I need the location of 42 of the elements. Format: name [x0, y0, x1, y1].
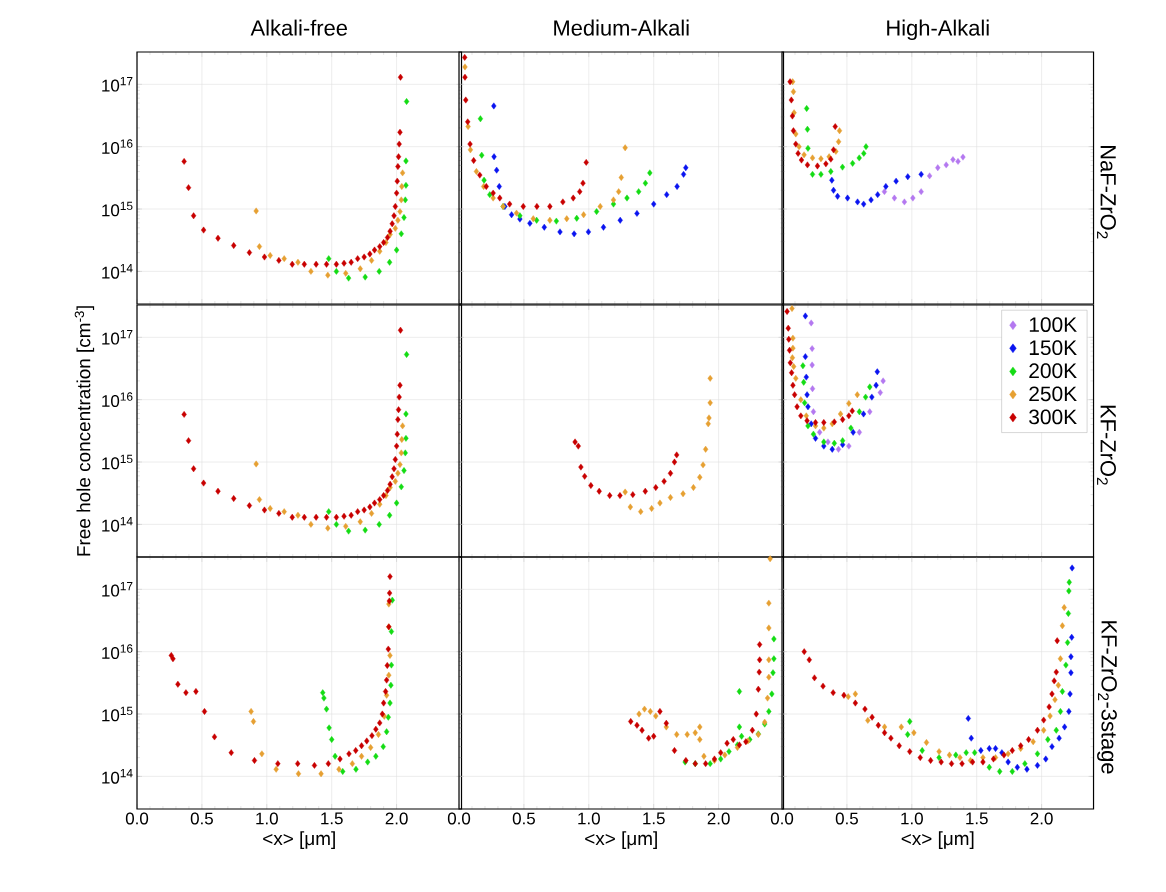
y-tick-label: 10$^{17}$: [102, 77, 133, 92]
y-axis-title: Free hole concentration [cm$^{-3}$]: [74, 306, 95, 556]
x-tick-label: 0.0: [447, 812, 471, 825]
x-tick-label: 1.0: [578, 812, 600, 825]
y-tick-label: 10$^{16}$: [102, 392, 133, 408]
chart-title: Alkali-free: [250, 19, 347, 36]
y-tick-label: 10$^{17}$: [102, 330, 133, 345]
y-tick-label: 10$^{15}$: [102, 201, 133, 217]
x-tick-label: 1.5: [321, 812, 343, 825]
x-tick-label: 0.0: [125, 812, 149, 825]
y-tick-label: 10$^{14}$: [102, 264, 133, 279]
x-tick-label: 1.5: [643, 812, 665, 825]
x-tick-label: 1.0: [901, 812, 923, 825]
y-tick-label: 10$^{15}$: [102, 454, 133, 470]
text: KF-ZrO$_{2}$: [1097, 405, 1116, 485]
legend-label: 250K: [1029, 386, 1077, 402]
x-axis-title: <x> [μm]: [263, 831, 335, 849]
x-tick-label: 2.0: [707, 812, 730, 825]
y-tick-label: 10$^{15}$: [102, 706, 133, 722]
y-tick-label: 10$^{14}$: [102, 517, 133, 532]
chart-title: High-Alkali: [887, 19, 989, 41]
x-axis-title: <x> [μm]: [901, 831, 974, 849]
x-tick-label: 2.0: [385, 812, 408, 825]
chart-title: Medium-Alkali: [554, 19, 689, 36]
x-tick-label: 1.0: [256, 812, 278, 825]
text: NaF-ZrO$_{2}$: [1097, 146, 1116, 239]
y-tick-label: 10$^{16}$: [102, 139, 133, 155]
x-tick-label: 0.5: [512, 812, 535, 825]
x-tick-label: 0.0: [770, 812, 794, 825]
legend-label: 100K: [1029, 317, 1077, 333]
y-tick-label: 10$^{14}$: [102, 769, 133, 784]
y-tick-label: 10$^{16}$: [102, 644, 133, 660]
legend-label: 300K: [1029, 409, 1077, 425]
legend-label: 200K: [1029, 363, 1077, 379]
y-tick-label: 10$^{17}$: [102, 582, 133, 597]
x-tick-label: 0.5: [190, 812, 213, 825]
text: KF-ZrO$_{2}$-3stage: [1097, 621, 1117, 774]
x-axis-title: <x> [μm]: [585, 831, 657, 849]
x-tick-label: 2.0: [1030, 812, 1053, 825]
x-tick-label: 1.5: [966, 812, 988, 825]
x-tick-label: 0.5: [835, 812, 858, 825]
legend-label: 150K: [1029, 340, 1077, 356]
